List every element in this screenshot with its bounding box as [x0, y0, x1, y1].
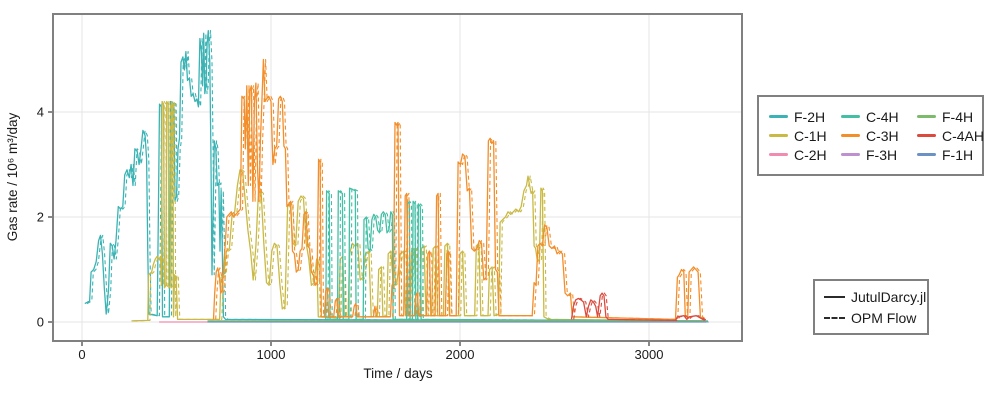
legend-swatch-c-4ah	[917, 134, 936, 137]
legend-label: C-4H	[866, 108, 899, 125]
legend-swatch-f-4h	[917, 115, 936, 118]
y-axis-label: Gas rate / 10⁶ m³/day	[5, 112, 20, 241]
legend-item-c-1h: C-1H	[769, 129, 841, 143]
legend-item-f-4h: F-4H	[917, 110, 984, 124]
legend-label: F-4H	[942, 108, 974, 125]
series-line-c-3h-jutuldarcy	[212, 58, 705, 321]
legend-swatch-f-3h	[841, 153, 860, 156]
legend-swatch-c-2h	[769, 153, 788, 156]
plot-area: 0 1000 2000 3000 0 2 4 Time / days Gas rate / …	[5, 13, 743, 381]
x-tick-label: 3000	[635, 347, 664, 362]
legend-swatch-c-4h	[841, 115, 860, 118]
legend-swatch-c-1h	[769, 134, 788, 137]
legend-label: F-1H	[942, 146, 974, 163]
legend-swatch-c-3h	[841, 134, 860, 137]
legend-item-f-1h: F-1H	[917, 148, 984, 162]
x-axis-label: Time / days	[363, 366, 433, 381]
series-line-c-1h-opmflow	[133, 100, 708, 322]
legend-linestyle-dashed	[824, 316, 845, 319]
legend-label: C-1H	[794, 127, 827, 144]
x-tick-label: 2000	[446, 347, 475, 362]
y-tick-label: 4	[37, 105, 44, 120]
legend-swatch-f-1h	[917, 153, 936, 156]
legend-item-c-2h: C-2H	[769, 148, 841, 162]
legend-label: C-3H	[866, 127, 899, 144]
legend-label: F-3H	[866, 146, 898, 163]
series-line-c-4ah-jutuldarcy	[570, 292, 706, 322]
x-tick-label: 0	[78, 347, 85, 362]
y-tick-label: 2	[37, 210, 44, 225]
legend-item-opm-flow: OPM Flow	[824, 311, 918, 325]
legend-wells: F-2H C-4H F-4H C-1H C-3H C-4AH C-2H F-3H F-1H	[757, 95, 984, 176]
legend-item-f-2h: F-2H	[769, 110, 841, 124]
grid-layer	[53, 14, 742, 341]
legend-swatch-f-2h	[769, 115, 788, 118]
series-line-f-2h-opmflow	[86, 30, 708, 322]
legend-simulators: JutulDarcy.jl OPM Flow	[813, 279, 929, 335]
plot-frame	[52, 13, 743, 342]
legend-item-c-3h: C-3H	[841, 129, 917, 143]
legend-label: F-2H	[794, 108, 826, 125]
legend-item-c-4ah: C-4AH	[917, 129, 984, 143]
axes-layer: 0 1000 2000 3000 0 2 4	[37, 13, 743, 362]
legend-label: C-4AH	[942, 127, 985, 144]
legend-item-c-4h: C-4H	[841, 110, 917, 124]
legend-linestyle-solid	[824, 295, 845, 298]
legend-item-f-3h: F-3H	[841, 148, 917, 162]
series-line-f-2h-jutuldarcy	[84, 29, 706, 322]
legend-label: C-2H	[794, 146, 827, 163]
legend-label: JutulDarcy.jl	[851, 288, 927, 305]
series-line-c-4h-jutuldarcy	[325, 187, 706, 322]
x-tick-label: 1000	[257, 347, 286, 362]
series-layer	[84, 29, 709, 323]
legend-label: OPM Flow	[851, 309, 917, 326]
legend-item-jutuldarcy-jl: JutulDarcy.jl	[824, 290, 926, 304]
series-line-c-3h-opmflow	[215, 58, 707, 320]
y-tick-label: 0	[37, 315, 44, 330]
series-line-c-4h-opmflow	[327, 187, 708, 322]
